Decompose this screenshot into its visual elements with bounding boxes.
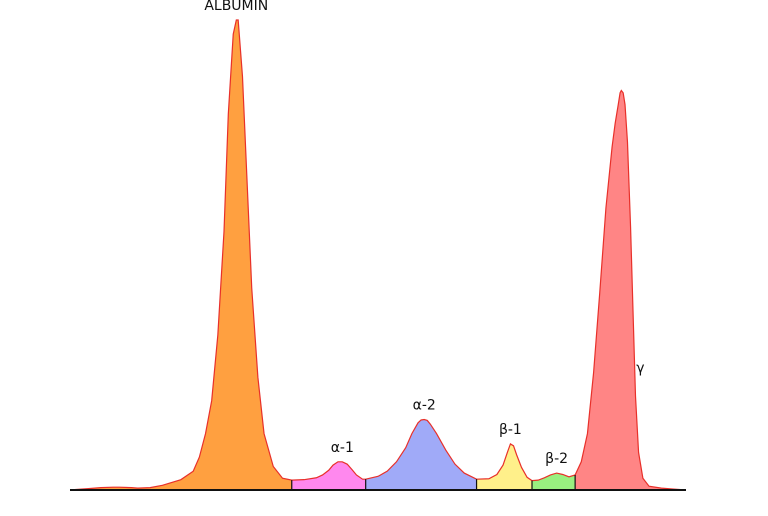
label-ALBUMIN: ALBUMIN (204, 0, 268, 14)
fraction-labels: ALBUMIN α-1 α-2 β-1 β-2 γ (204, 0, 644, 467)
fraction-fill-gamma (575, 91, 686, 491)
fraction-fill-ALBUMIN (70, 20, 292, 490)
fraction-fills (70, 20, 686, 490)
fraction-fill-alpha-2 (366, 420, 477, 491)
label-alpha-2: α-2 (413, 398, 436, 414)
label-alpha-1: α-1 (331, 440, 354, 456)
fraction-fill-alpha-1 (292, 462, 366, 490)
fraction-fill-beta-2 (532, 473, 575, 490)
fraction-fill-beta-1 (477, 444, 532, 490)
label-beta-2: β-2 (545, 451, 568, 467)
label-gamma: γ (636, 361, 644, 377)
label-beta-1: β-1 (499, 422, 522, 438)
